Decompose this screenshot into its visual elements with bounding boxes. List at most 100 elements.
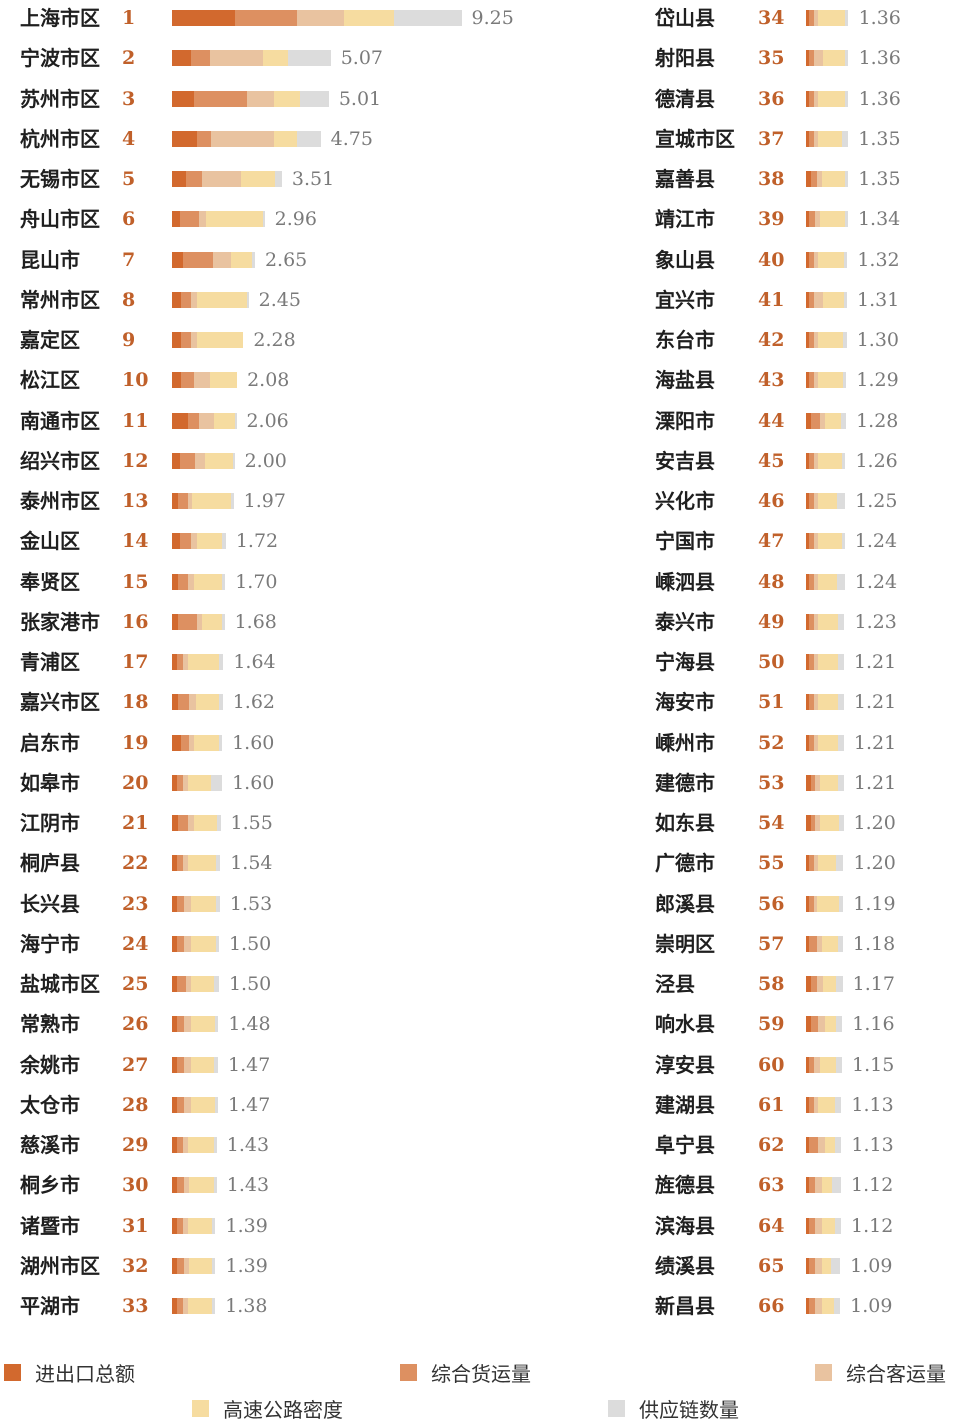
bar-segment-3 bbox=[813, 694, 819, 711]
region-name: 桐乡市 bbox=[20, 1173, 80, 1198]
rank-number: 53 bbox=[758, 771, 785, 794]
bar-segment-2 bbox=[176, 774, 183, 791]
bar-segment-2 bbox=[809, 1257, 816, 1274]
bar-segment-1 bbox=[172, 654, 177, 670]
total-value-label: 1.21 bbox=[853, 691, 897, 714]
bar-segment-2 bbox=[176, 1137, 183, 1153]
bar-segment-5 bbox=[214, 1056, 219, 1073]
stacked-bar bbox=[172, 734, 222, 751]
bar-segment-3 bbox=[813, 332, 819, 348]
bar-segment-1 bbox=[806, 1177, 810, 1194]
region-name: 常熟市 bbox=[20, 1012, 80, 1037]
bar-segment-2 bbox=[178, 613, 198, 630]
rank-number: 39 bbox=[758, 208, 785, 231]
rank-number: 8 bbox=[122, 288, 136, 311]
bar-segment-1 bbox=[172, 1016, 177, 1033]
total-value-label: 2.06 bbox=[246, 409, 289, 432]
total-value-label: 1.48 bbox=[228, 1013, 271, 1036]
bar-segment-3 bbox=[184, 895, 191, 912]
rank-number: 38 bbox=[758, 168, 785, 190]
region-name: 嵊州市 bbox=[655, 730, 715, 755]
bar-segment-5 bbox=[841, 412, 847, 429]
rank-number: 2 bbox=[122, 47, 136, 70]
rank-number: 57 bbox=[758, 932, 785, 955]
total-value-label: 1.54 bbox=[230, 852, 273, 875]
bar-segment-1 bbox=[172, 694, 179, 711]
rank-number: 51 bbox=[758, 691, 785, 714]
bar-segment-1 bbox=[806, 533, 810, 550]
total-value-label: 2.65 bbox=[264, 248, 308, 271]
stacked-bar bbox=[806, 372, 847, 389]
bar-segment-5 bbox=[212, 1217, 216, 1234]
total-value-label: 1.62 bbox=[232, 691, 276, 714]
rank-number: 43 bbox=[758, 369, 785, 392]
stacked-bar bbox=[806, 291, 847, 308]
bar-segment-1 bbox=[172, 815, 179, 831]
bar-segment-5 bbox=[215, 1016, 219, 1033]
bar-segment-2 bbox=[187, 412, 199, 429]
total-value-label: 1.23 bbox=[854, 610, 897, 633]
bar-segment-2 bbox=[809, 1298, 816, 1314]
region-name: 慈溪市 bbox=[20, 1133, 80, 1157]
bar-segment-4 bbox=[187, 1298, 213, 1314]
stacked-bar bbox=[172, 130, 321, 147]
bar-segment-3 bbox=[198, 211, 207, 228]
stacked-bar bbox=[806, 1137, 842, 1153]
region-name: 宁波市区 bbox=[20, 46, 100, 71]
stacked-bar bbox=[806, 130, 849, 147]
stacked-bar bbox=[172, 211, 265, 228]
rank-number: 65 bbox=[758, 1254, 785, 1277]
bar-segment-5 bbox=[841, 533, 845, 550]
bar-segment-1 bbox=[172, 130, 197, 147]
bar-segment-4 bbox=[818, 855, 836, 872]
total-value-label: 1.24 bbox=[854, 570, 898, 593]
rank-number: 25 bbox=[122, 973, 149, 995]
rank-number: 56 bbox=[758, 892, 785, 915]
bar-segment-2 bbox=[181, 332, 191, 348]
total-value-label: 1.09 bbox=[850, 1295, 893, 1317]
stacked-bar bbox=[806, 654, 844, 670]
bar-segment-2 bbox=[176, 1016, 185, 1033]
bar-segment-5 bbox=[214, 1096, 218, 1113]
bar-segment-4 bbox=[190, 976, 215, 992]
total-value-label: 1.25 bbox=[855, 490, 898, 512]
bar-segment-3 bbox=[815, 211, 821, 228]
rank-number: 27 bbox=[122, 1053, 149, 1076]
stacked-bar bbox=[172, 774, 223, 791]
region-name: 泰州市区 bbox=[20, 489, 100, 513]
total-value-label: 1.24 bbox=[854, 530, 898, 553]
bar-segment-2 bbox=[186, 171, 202, 187]
bar-segment-3 bbox=[184, 1177, 190, 1194]
bar-segment-1 bbox=[172, 332, 182, 348]
rank-number: 35 bbox=[758, 47, 785, 70]
bar-segment-5 bbox=[222, 533, 226, 550]
bar-segment-4 bbox=[273, 130, 298, 147]
bar-segment-1 bbox=[806, 211, 810, 228]
bar-segment-3 bbox=[815, 1217, 822, 1234]
bar-segment-4 bbox=[214, 412, 235, 429]
rank-number: 23 bbox=[122, 892, 149, 915]
stacked-bar bbox=[806, 452, 846, 469]
total-value-label: 1.72 bbox=[235, 530, 279, 553]
bar-segment-3 bbox=[190, 332, 198, 348]
rank-number: 48 bbox=[758, 570, 785, 593]
rank-number: 52 bbox=[758, 731, 785, 754]
region-name: 桐庐县 bbox=[20, 851, 80, 876]
rank-number: 34 bbox=[758, 7, 785, 29]
total-value-label: 1.64 bbox=[233, 651, 276, 673]
bar-segment-4 bbox=[821, 1177, 832, 1194]
bar-segment-2 bbox=[810, 774, 816, 791]
bar-segment-1 bbox=[806, 10, 810, 26]
legend-item: 进出口总额 bbox=[4, 1360, 135, 1386]
bar-segment-4 bbox=[190, 895, 216, 912]
bar-segment-5 bbox=[219, 694, 223, 711]
region-name: 张家港市 bbox=[20, 609, 100, 634]
region-name: 南通市区 bbox=[20, 408, 100, 433]
region-name: 旌德县 bbox=[655, 1173, 715, 1198]
bar-segment-3 bbox=[182, 1298, 188, 1314]
bar-segment-2 bbox=[809, 895, 814, 912]
total-value-label: 1.55 bbox=[230, 812, 273, 834]
bar-segment-3 bbox=[816, 935, 822, 952]
region-name: 启东市 bbox=[20, 730, 80, 755]
region-name: 如皋市 bbox=[20, 770, 80, 795]
